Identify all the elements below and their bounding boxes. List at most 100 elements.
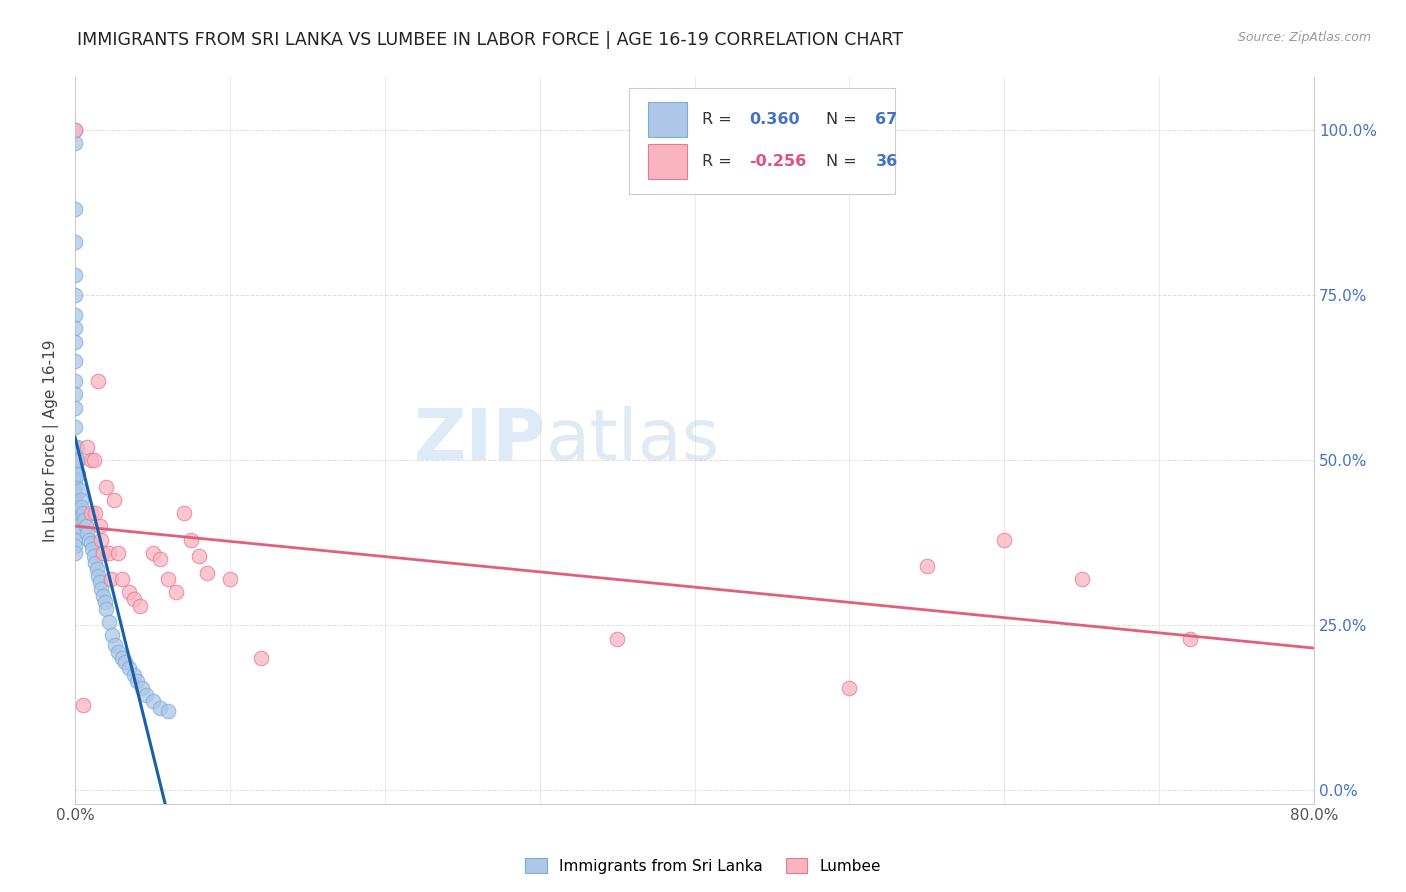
Point [82, 542, 104, 557]
Text: R =: R = [702, 154, 737, 169]
Point [141, 546, 163, 560]
Point [156, 572, 179, 586]
Point [63, 354, 86, 368]
Point [63, 136, 86, 151]
Point [87, 569, 110, 583]
Point [63, 202, 86, 217]
Point [79, 536, 101, 550]
Point [63, 467, 86, 481]
Point [195, 566, 218, 580]
Point [1070, 572, 1092, 586]
Point [107, 645, 129, 659]
Point [73, 513, 96, 527]
Text: 0.360: 0.360 [749, 112, 800, 127]
Point [103, 492, 125, 507]
Text: R =: R = [702, 112, 737, 127]
Point [67, 453, 90, 467]
Point [173, 506, 195, 520]
Point [63, 440, 86, 454]
Point [110, 572, 132, 586]
Point [63, 459, 86, 474]
Text: Source: ZipAtlas.com: Source: ZipAtlas.com [1237, 31, 1371, 45]
Point [89, 575, 111, 590]
Point [66, 453, 89, 467]
Point [63, 321, 86, 335]
Point [63, 268, 86, 283]
Point [63, 453, 86, 467]
Text: IMMIGRANTS FROM SRI LANKA VS LUMBEE IN LABOR FORCE | AGE 16-19 CORRELATION CHART: IMMIGRANTS FROM SRI LANKA VS LUMBEE IN L… [77, 31, 903, 49]
Point [66, 440, 89, 454]
Point [107, 546, 129, 560]
Point [122, 591, 145, 606]
Point [63, 374, 86, 388]
Point [94, 602, 117, 616]
Text: 67: 67 [876, 112, 897, 127]
Point [63, 500, 86, 514]
Point [63, 533, 86, 547]
Point [63, 486, 86, 500]
Point [70, 492, 93, 507]
Point [219, 572, 242, 586]
Point [83, 453, 105, 467]
Point [63, 546, 86, 560]
Point [100, 572, 122, 586]
Point [63, 308, 86, 322]
Point [104, 638, 127, 652]
Point [83, 549, 105, 563]
Point [122, 668, 145, 682]
Point [993, 533, 1015, 547]
Point [84, 506, 107, 520]
Point [72, 698, 94, 712]
Point [63, 420, 86, 434]
Point [125, 674, 148, 689]
Point [63, 492, 86, 507]
Point [91, 589, 114, 603]
Point [76, 525, 98, 540]
Point [69, 483, 91, 497]
Y-axis label: In Labor Force | Age 16-19: In Labor Force | Age 16-19 [44, 339, 59, 541]
Point [63, 123, 86, 137]
FancyBboxPatch shape [628, 88, 896, 194]
Point [63, 539, 86, 553]
Point [129, 599, 152, 613]
Point [63, 334, 86, 349]
Text: -0.256: -0.256 [749, 154, 807, 169]
Point [63, 387, 86, 401]
Point [87, 374, 110, 388]
Point [63, 506, 86, 520]
Point [86, 562, 108, 576]
Point [76, 440, 98, 454]
Point [63, 401, 86, 415]
Point [135, 688, 157, 702]
Point [63, 525, 86, 540]
Point [118, 585, 141, 599]
Point [77, 533, 100, 547]
Point [70, 500, 93, 514]
Point [180, 533, 202, 547]
Point [63, 473, 86, 487]
Text: atlas: atlas [546, 406, 720, 475]
Point [98, 615, 121, 629]
Text: N =: N = [825, 112, 862, 127]
Point [149, 701, 172, 715]
Point [63, 123, 86, 137]
Point [94, 480, 117, 494]
Point [63, 480, 86, 494]
Point [98, 546, 121, 560]
Point [72, 506, 94, 520]
Point [63, 519, 86, 533]
Point [89, 519, 111, 533]
Point [91, 546, 114, 560]
Point [149, 552, 172, 566]
Point [63, 235, 86, 250]
Point [84, 556, 107, 570]
Point [63, 288, 86, 302]
Point [90, 533, 112, 547]
Point [93, 595, 115, 609]
Point [63, 513, 86, 527]
Text: N =: N = [825, 154, 862, 169]
Point [101, 628, 124, 642]
Point [188, 549, 211, 563]
Point [90, 582, 112, 596]
Point [118, 661, 141, 675]
